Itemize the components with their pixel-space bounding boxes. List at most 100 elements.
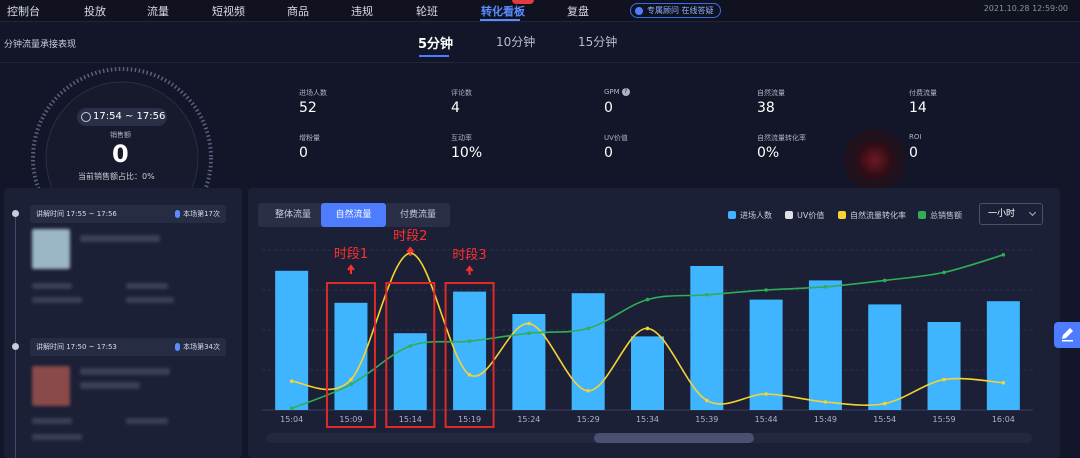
explanation-card[interactable]: 讲解时间 17:55 ~ 17:56 本场第17次 [30,205,226,315]
bar [334,302,368,410]
series-point [942,377,946,382]
series-point [764,288,768,292]
bar [453,291,487,410]
interval-10min[interactable]: 10分钟 [496,35,536,49]
nav-shifts[interactable]: 轮班 [416,5,438,18]
interval-15min[interactable]: 15分钟 [578,35,618,49]
bar [631,336,664,410]
explanation-card[interactable]: 讲解时间 17:50 ~ 17:53 本场第34次 [30,338,226,448]
metric-label-visitors: 进场人数 [299,89,327,97]
series-point [823,285,828,289]
legend-swatch [838,211,846,219]
chat-icon [635,7,643,15]
metric-value-paid-traffic: 14 [909,100,927,116]
tab-natural-traffic[interactable]: 自然流量 [321,203,386,227]
tab-paid-traffic[interactable]: 付费流量 [386,203,450,227]
nav-active-underline [480,19,520,21]
mic-icon [175,210,181,218]
metric-value-uv-value: 0 [604,145,613,161]
traffic-chart-panel: 整体流量 自然流量 付费流量 进场人数 UV价值 自然流量转化率 总销售额 一小… [248,188,1060,458]
metric-label-uv-value: UV价值 [604,134,628,142]
interval-5min[interactable]: 5分钟 [418,37,454,52]
new-badge [512,0,534,4]
bar [690,266,724,410]
timeline-dot [12,343,19,350]
x-tick-label: 15:44 [755,415,778,424]
legend-visitors-text: 进场人数 [740,211,772,220]
metric-value-gpm: 0 [604,100,613,116]
metric-value-interaction-rate: 10% [451,145,483,161]
time-range-select[interactable]: 一小时 [979,203,1043,225]
series-point [408,344,413,348]
metric-value-comments: 4 [451,100,460,116]
bar [749,299,783,410]
nav-console[interactable]: 控制台 [7,5,40,18]
time-range-pill: 17:54 ~ 17:56 [77,108,167,126]
nav-violations[interactable]: 违规 [351,5,373,18]
series-point [942,270,946,275]
legend-visitors: 进场人数 [728,210,772,221]
series-point [289,406,294,411]
blurred-text [80,382,140,389]
series-point [527,331,531,336]
annotation-box [325,282,376,428]
edit-button[interactable] [1054,322,1080,348]
legend-swatch [728,211,736,219]
card-rank-text: 本场第17次 [183,210,220,218]
datetime: 2021.10.28 12:59:00 [983,4,1068,13]
blurred-text [126,418,168,424]
blurred-text [80,368,170,375]
card-rank: 本场第34次 [175,338,220,356]
bar [808,280,842,410]
metric-label-gpm-text: GPM [604,88,620,96]
series-point [645,297,650,302]
timeline-dot [12,210,19,217]
metric-label-natural-conversion: 自然流量转化率 [757,134,806,142]
legend-conversion-rate: 自然流量转化率 [838,210,906,221]
card-time: 讲解时间 17:55 ~ 17:56 [36,210,117,218]
card-header: 讲解时间 17:55 ~ 17:56 本场第17次 [30,205,226,223]
nav-ads[interactable]: 投放 [84,5,106,18]
chart-scroll-thumb[interactable] [594,433,754,443]
series-point [586,326,590,331]
tab-overall-traffic[interactable]: 整体流量 [258,203,328,227]
pencil-icon [1062,328,1073,342]
x-tick-label: 15:39 [695,415,718,424]
card-header: 讲解时间 17:50 ~ 17:53 本场第34次 [30,338,226,356]
annotation-box [385,282,436,428]
series-point [289,379,294,384]
nav-short-video[interactable]: 短视频 [212,5,245,18]
sales-label: 销售额 [110,131,131,139]
card-rank: 本场第17次 [175,205,220,223]
product-thumbnail [32,229,70,269]
series-point [882,401,887,406]
series-point [527,321,531,326]
annotation-arrow [465,265,474,275]
series-point [882,278,887,283]
nav-review[interactable]: 复盘 [567,5,589,18]
x-tick-label: 15:49 [814,415,837,424]
metric-value-new-fans: 0 [299,145,308,161]
blurred-text [32,434,82,440]
metric-label-gpm: GPM? [604,88,630,96]
timeline-line [15,210,16,458]
annotation-box [444,282,495,428]
help-button[interactable]: 专属顾问 在线答疑 [630,3,721,18]
bar [986,301,1020,410]
help-label: 专属顾问 在线答疑 [647,6,714,15]
legend-total-sales-text: 总销售额 [930,211,962,220]
bar [868,304,902,410]
info-icon[interactable]: ? [621,88,630,96]
annotation-arrow [406,246,415,256]
top-nav: 控制台 投放 流量 短视频 商品 违规 轮班 转化看板 复盘 专属顾问 在线答疑… [0,0,1080,22]
series-point [467,339,472,344]
metric-label-paid-traffic: 付费流量 [909,89,937,97]
metric-value-natural-traffic: 38 [757,100,775,116]
metric-value-visitors: 52 [299,100,317,116]
nav-products[interactable]: 商品 [287,5,309,18]
metric-label-new-fans: 增粉量 [299,134,320,142]
nav-conversion-board[interactable]: 转化看板 [481,5,525,18]
legend-swatch [918,211,926,219]
nav-traffic[interactable]: 流量 [147,5,169,18]
